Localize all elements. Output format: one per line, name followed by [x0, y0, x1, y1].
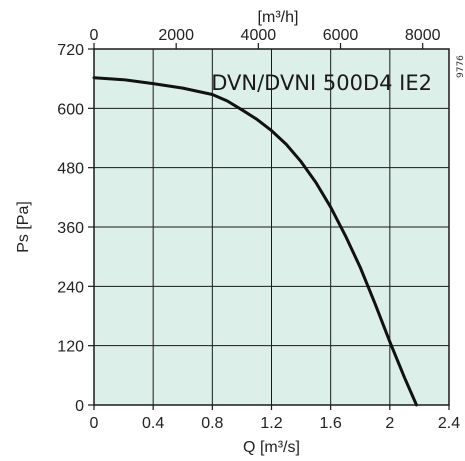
- x2-tick-label: 8000: [405, 27, 441, 44]
- x-tick-label: 2.4: [438, 415, 460, 432]
- x-axis-label: Q [m³/s]: [243, 439, 300, 456]
- corner-code: 9776: [456, 55, 465, 78]
- x2-axis-label: [m³/h]: [258, 9, 299, 26]
- x2-tick-label: 4000: [241, 27, 277, 44]
- x-tick-label: 1.6: [320, 415, 342, 432]
- y-tick-label: 240: [57, 279, 84, 296]
- x2-tick-label: 0: [90, 27, 99, 44]
- y-axis-label: Ps [Pa]: [15, 201, 32, 253]
- y-tick-label: 720: [57, 42, 84, 59]
- chart-title: DVN/DVNI 500D4 IE2: [211, 71, 432, 95]
- x-tick-label: 2: [385, 415, 394, 432]
- y-tick-label: 480: [57, 161, 84, 178]
- x2-tick-label: 2000: [158, 27, 194, 44]
- series-curve: [92, 76, 418, 407]
- tick-labels: 0 0.4 0.8 1.2 1.6 2 2.4 0 120 240 360 480 600 720 0 200…: [57, 27, 460, 432]
- x-tick-label: 0.8: [201, 415, 223, 432]
- x-tick-label: 0: [90, 415, 99, 432]
- y-tick-label: 120: [57, 339, 84, 356]
- y-tick-label: 600: [57, 101, 84, 118]
- x2-tick-label: 6000: [323, 27, 359, 44]
- y-tick-label: 0: [75, 398, 84, 415]
- plot-frame: [93, 48, 450, 406]
- y-tick-label: 360: [57, 220, 84, 237]
- x-tick-label: 1.2: [260, 415, 282, 432]
- x-tick-label: 0.4: [142, 415, 164, 432]
